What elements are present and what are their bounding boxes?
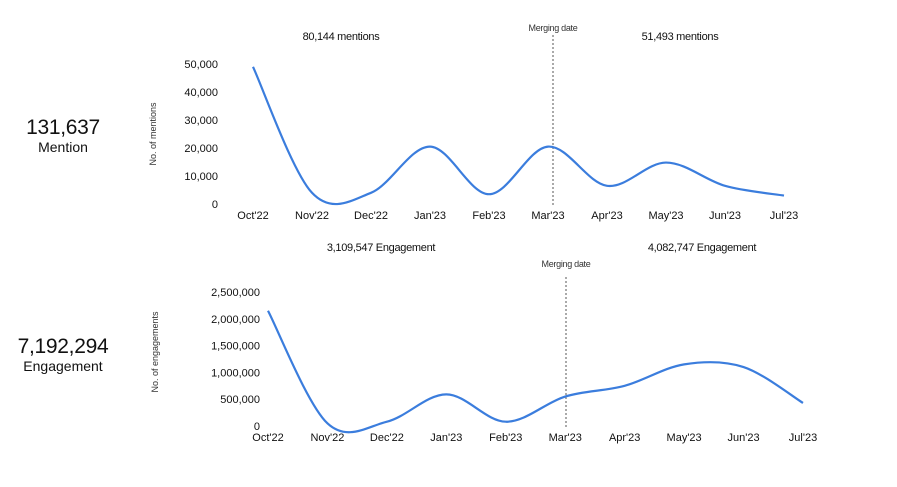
- mention-label: Mention: [38, 139, 88, 155]
- x-tick-label: Dec'22: [354, 210, 388, 222]
- x-tick-label: Apr'23: [591, 210, 622, 222]
- y-tick-label: 20,000: [184, 143, 218, 155]
- post-merge-total: 51,493 mentions: [642, 31, 720, 43]
- merging-date-label: Merging date: [529, 23, 578, 33]
- y-axis-title: No. of mentions: [148, 102, 158, 166]
- x-tick-label: Jan'23: [414, 210, 446, 222]
- x-tick-label: Jul'23: [770, 210, 798, 222]
- engagement-total: 7,192,294: [17, 335, 109, 358]
- engagement-kpi: 7,192,294 Engagement: [0, 335, 133, 375]
- y-tick-label: 40,000: [184, 87, 218, 99]
- y-tick-label: 50,000: [184, 59, 218, 71]
- x-tick-label: Oct'22: [237, 210, 268, 222]
- mention-total: 131,637: [26, 116, 100, 139]
- engagement-label: Engagement: [23, 358, 103, 374]
- x-tick-label: Mar'23: [531, 210, 564, 222]
- pre-merge-total: 80,144 mentions: [303, 31, 381, 43]
- y-tick-label: 0: [212, 199, 218, 211]
- y-tick-label: 10,000: [184, 171, 218, 183]
- x-tick-label: May'23: [648, 210, 683, 222]
- mention-kpi: 131,637 Mention: [0, 116, 133, 156]
- series-line: [252, 66, 785, 206]
- x-tick-label: Jun'23: [709, 210, 741, 222]
- y-tick-label: 30,000: [184, 115, 218, 127]
- x-tick-label: Feb'23: [472, 210, 505, 222]
- x-tick-label: Nov'22: [295, 210, 329, 222]
